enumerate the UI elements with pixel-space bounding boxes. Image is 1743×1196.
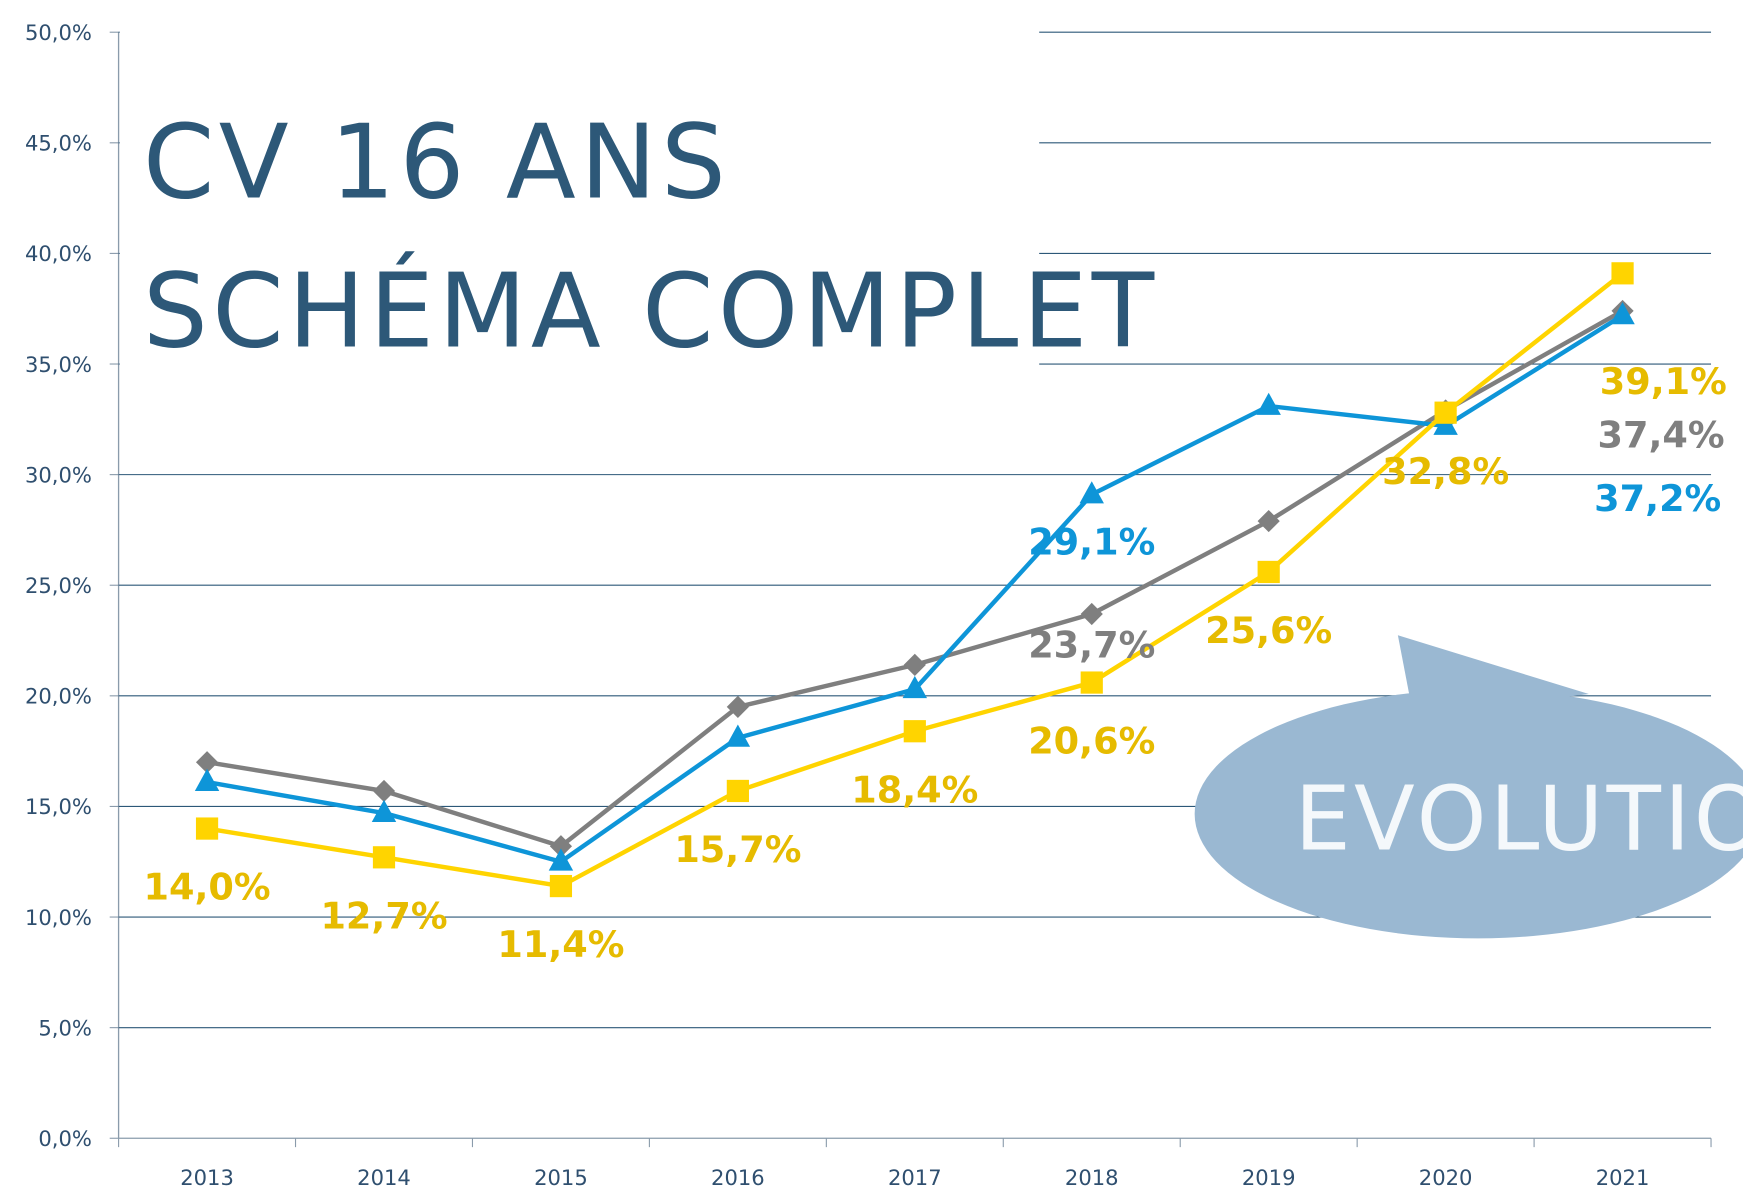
x-tick-label: 2017: [888, 1165, 942, 1190]
value-label: 32,8%: [1382, 450, 1509, 493]
marker: [1611, 262, 1633, 284]
marker: [1258, 561, 1280, 583]
x-tick-label: 2014: [357, 1165, 411, 1190]
x-tick-label: 2021: [1596, 1165, 1650, 1190]
marker: [904, 654, 926, 676]
marker: [195, 769, 219, 791]
y-tick-label: 30,0%: [25, 462, 92, 487]
value-label: 37,2%: [1594, 477, 1721, 520]
value-label: 25,6%: [1205, 609, 1332, 652]
y-tick-label: 45,0%: [25, 131, 92, 156]
value-label: 20,6%: [1028, 720, 1155, 763]
value-label: 39,1%: [1600, 360, 1727, 403]
annotation: EVOLUTION D: [1295, 768, 1743, 871]
marker: [373, 846, 395, 868]
marker: [373, 780, 395, 802]
speech-bubble: EVOLUTION D: [1195, 635, 1743, 938]
y-tick-label: 40,0%: [25, 241, 92, 266]
x-tick-label: 2015: [534, 1165, 588, 1190]
y-tick-label: 5,0%: [38, 1015, 92, 1040]
marker: [1258, 510, 1280, 532]
value-label: 18,4%: [851, 768, 978, 811]
chart: 0,0% 5,0% 10,0% 15,0% 20,0% 25,0% 30,0% 35,0% 40…: [0, 0, 1743, 1196]
y-tick-label: 25,0%: [25, 573, 92, 598]
marker: [1435, 402, 1457, 424]
value-label: 15,7%: [674, 828, 801, 871]
x-tick-label: 2020: [1419, 1165, 1473, 1190]
value-label: 14,0%: [144, 866, 271, 909]
marker: [196, 817, 218, 839]
y-tick-label: 10,0%: [25, 905, 92, 930]
y-tick-label: 50,0%: [25, 20, 92, 45]
y-tick-label: 35,0%: [25, 352, 92, 377]
value-label: 12,7%: [320, 894, 447, 937]
x-tick-label: 2018: [1065, 1165, 1119, 1190]
y-tick-label: 15,0%: [25, 794, 92, 819]
marker: [550, 875, 572, 897]
marker: [1256, 393, 1280, 415]
marker: [904, 720, 926, 742]
value-label: 23,7%: [1028, 623, 1155, 666]
value-label: 11,4%: [497, 923, 624, 966]
x-tick-label: 2019: [1242, 1165, 1296, 1190]
x-tick-label: 2013: [180, 1165, 234, 1190]
chart-title-line: CV 16 ANS: [143, 104, 730, 223]
y-tick-label: 0,0%: [38, 1126, 92, 1151]
chart-title-line: SCHÉMA COMPLET: [143, 251, 1159, 371]
marker: [1081, 671, 1103, 693]
marker: [727, 780, 749, 802]
value-label: 29,1%: [1028, 520, 1155, 563]
marker: [1081, 603, 1103, 625]
x-tick-label: 2016: [711, 1165, 765, 1190]
y-tick-label: 20,0%: [25, 684, 92, 709]
value-label: 37,4%: [1598, 414, 1725, 457]
